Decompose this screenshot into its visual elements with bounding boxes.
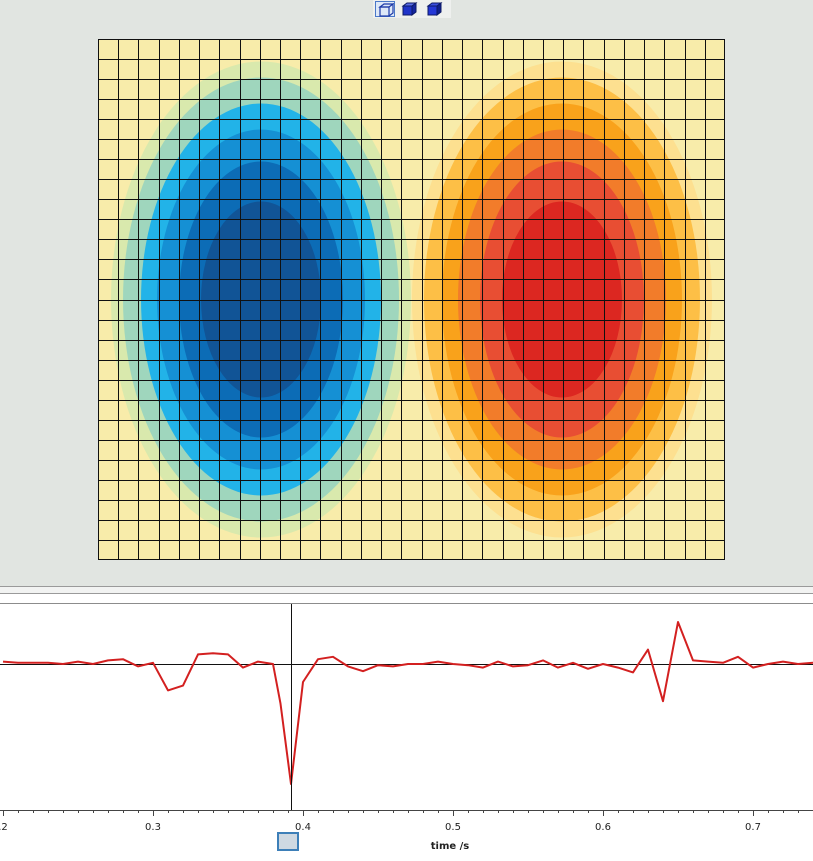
x-tick-label: .2	[0, 822, 8, 833]
panel-splitter[interactable]	[0, 586, 813, 594]
x-axis-title: time /s	[431, 841, 470, 852]
waveform-chart[interactable]: .2 0.3 0.4 0.5 0.6 0.7 time /s	[0, 594, 813, 861]
x-tick-label: 0.5	[445, 822, 461, 833]
view-outline-button[interactable]	[375, 1, 395, 17]
x-tick-label: 0.7	[745, 822, 761, 833]
contour-map-panel	[0, 18, 813, 586]
sensor-grid	[98, 39, 725, 560]
waveform-axes	[0, 603, 813, 811]
negative-contour-level	[201, 201, 322, 398]
view-outline-icon	[378, 2, 395, 17]
x-tick-label: 0.3	[145, 822, 161, 833]
view-toolbar	[373, 0, 451, 19]
x-tick-label: 0.6	[595, 822, 611, 833]
view-solid-button[interactable]	[400, 1, 420, 17]
contour-map[interactable]	[98, 39, 725, 560]
positive-contour-level	[501, 201, 622, 398]
x-tick-label: 0.4	[295, 822, 311, 833]
time-slider-handle[interactable]	[277, 832, 299, 851]
waveform-panel: .2 0.3 0.4 0.5 0.6 0.7 time /s	[0, 594, 813, 861]
x-axis-ticks: .2 0.3 0.4 0.5 0.6 0.7	[0, 810, 799, 833]
view-shaded-button[interactable]	[425, 1, 445, 17]
negative-contours	[111, 61, 412, 538]
view-solid-icon	[401, 2, 418, 16]
waveform-line	[2, 621, 813, 785]
positive-contours	[411, 61, 712, 538]
waveform-series	[2, 621, 813, 785]
contour-map-border	[98, 39, 725, 560]
view-shaded-icon	[426, 2, 443, 16]
